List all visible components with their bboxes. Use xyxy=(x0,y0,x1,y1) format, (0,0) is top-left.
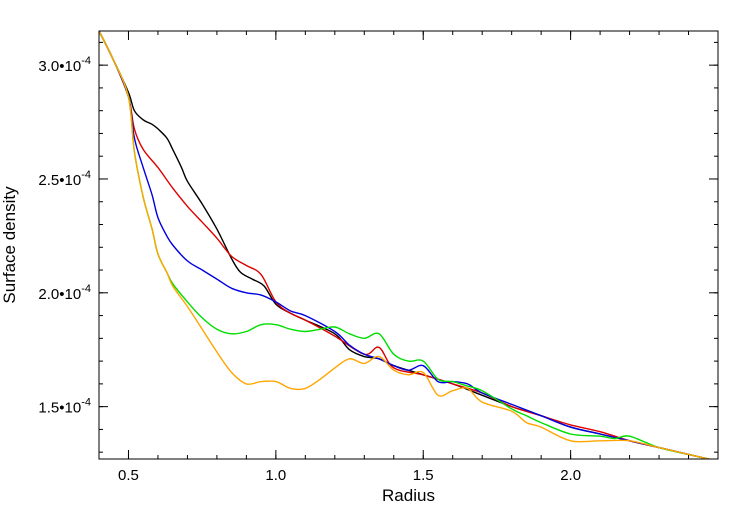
x-tick-label: 1.0 xyxy=(265,467,286,484)
y-tick-label: 2.5•10-4 xyxy=(38,169,91,189)
ticks-layer: 0.5 1.0 1.5 2.0 1.5•10-4 2.0•10-4 2.5•10-4 3.0•… xyxy=(38,31,719,484)
x-tick-label: 1.5 xyxy=(413,467,434,484)
y-axis-label: Surface density xyxy=(0,186,19,304)
x-tick-label: 0.5 xyxy=(118,467,139,484)
series-line-0 xyxy=(99,31,712,459)
y-tick-label: 1.5•10-4 xyxy=(38,397,91,417)
series-line-3 xyxy=(99,31,712,459)
series-layer xyxy=(99,31,712,459)
y-tick-label: 2.0•10-4 xyxy=(38,283,91,303)
x-axis-label: Radius xyxy=(382,486,435,505)
plot-frame xyxy=(98,30,719,460)
series-line-2 xyxy=(99,31,712,459)
series-line-4 xyxy=(99,31,712,459)
series-line-1 xyxy=(99,31,712,459)
x-tick-label: 2.0 xyxy=(560,467,581,484)
y-tick-label: 3.0•10-4 xyxy=(38,55,91,75)
